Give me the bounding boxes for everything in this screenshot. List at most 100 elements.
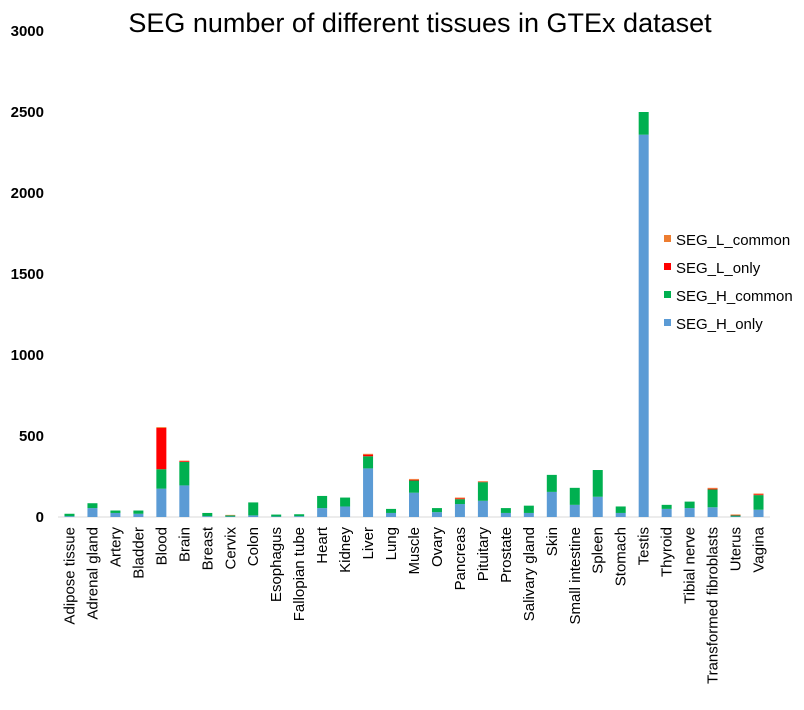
x-tick-label: Adipose tissue bbox=[61, 527, 78, 625]
x-tick-label: Transformed fibroblasts bbox=[705, 527, 722, 684]
x-tick-label: Spleen bbox=[590, 527, 607, 574]
y-tick-label: 2500 bbox=[11, 104, 44, 121]
bar-segment bbox=[707, 489, 718, 508]
legend-swatch bbox=[664, 319, 671, 326]
x-tick-label: Tibial nerve bbox=[682, 527, 699, 604]
x-tick-label: Pancreas bbox=[452, 527, 469, 590]
bar-segment bbox=[431, 508, 442, 513]
bar-segment bbox=[64, 516, 75, 517]
x-tick-label: Liver bbox=[360, 527, 377, 560]
bar-segment bbox=[546, 491, 557, 517]
bar-segment bbox=[248, 502, 259, 516]
bar-segment bbox=[363, 456, 374, 469]
bar-segment bbox=[409, 479, 419, 481]
x-tick-label: Small intestine bbox=[567, 527, 584, 625]
bar-segment bbox=[500, 512, 511, 517]
y-tick-label: 0 bbox=[36, 509, 44, 526]
bar-segment bbox=[179, 461, 190, 462]
bar-segment bbox=[248, 515, 259, 517]
bar-segment bbox=[271, 514, 282, 517]
bar-segment bbox=[133, 510, 144, 514]
bar-segment bbox=[753, 509, 764, 517]
y-tick-label: 1500 bbox=[11, 266, 44, 283]
x-tick-label: Blood bbox=[153, 527, 170, 565]
x-tick-label: Breast bbox=[199, 526, 216, 570]
bar-segment bbox=[477, 482, 488, 501]
bar-segment bbox=[156, 469, 167, 489]
x-tick-label: Esophagus bbox=[268, 527, 285, 602]
x-tick-label: Testis bbox=[636, 527, 653, 565]
bar-segment bbox=[156, 427, 167, 428]
bar-segment bbox=[225, 515, 236, 517]
x-tick-label: Artery bbox=[107, 527, 124, 568]
bar-segment bbox=[431, 512, 442, 517]
bar-segment bbox=[179, 461, 190, 486]
bar-segment bbox=[202, 512, 213, 517]
bar-segment bbox=[500, 508, 511, 513]
bar-segment bbox=[753, 495, 764, 510]
bar-segment bbox=[409, 478, 419, 480]
bar-segment bbox=[454, 499, 465, 505]
bar-segment bbox=[638, 134, 649, 517]
x-tick-label: Heart bbox=[314, 526, 331, 564]
bar-segment bbox=[730, 515, 741, 517]
y-tick-label: 500 bbox=[19, 428, 44, 445]
bar-segment bbox=[569, 504, 580, 517]
bar-segment bbox=[523, 505, 534, 513]
bar-segment bbox=[409, 492, 419, 517]
bar-segment bbox=[386, 508, 397, 513]
x-tick-label: Muscle bbox=[406, 527, 423, 575]
x-tick-label: Kidney bbox=[337, 527, 354, 573]
x-tick-label: Brain bbox=[176, 527, 193, 562]
x-tick-label: Pituitary bbox=[475, 527, 492, 582]
x-tick-label: Ovary bbox=[429, 527, 446, 568]
legend-label: SEG_L_only bbox=[676, 260, 761, 277]
bar-segment bbox=[684, 508, 695, 517]
bar-segment bbox=[523, 512, 534, 517]
x-tick-label: Prostate bbox=[498, 527, 515, 583]
legend-label: SEG_H_common bbox=[676, 288, 793, 305]
y-tick-label: 1000 bbox=[11, 347, 44, 364]
bar-segment bbox=[179, 485, 190, 517]
legend: SEG_L_common SEG_L_only SEG_H_common SEG_H_… bbox=[664, 232, 793, 333]
x-tick-label: Uterus bbox=[728, 527, 745, 571]
bar-segment bbox=[317, 508, 328, 517]
bar-segment bbox=[707, 507, 718, 517]
bar-segment bbox=[638, 112, 649, 135]
x-tick-label: Bladder bbox=[130, 527, 147, 579]
x-tick-label: Vagina bbox=[751, 526, 768, 572]
x-tick-label: Cervix bbox=[222, 527, 239, 570]
bar-segment bbox=[569, 487, 580, 505]
bar-segment bbox=[684, 501, 695, 509]
bar-segment bbox=[317, 495, 328, 509]
bar-segment bbox=[454, 504, 465, 517]
bar-segment bbox=[202, 516, 213, 517]
bar-segment bbox=[707, 487, 718, 489]
bar-segment bbox=[363, 453, 374, 455]
bar-segment bbox=[546, 474, 557, 492]
x-tick-label: Adrenal gland bbox=[84, 527, 101, 620]
bar-segment bbox=[294, 516, 305, 517]
bar-segment bbox=[477, 500, 488, 517]
bar-segment bbox=[661, 508, 672, 517]
bar-segment bbox=[615, 512, 626, 517]
legend-label: SEG_L_common bbox=[676, 232, 790, 249]
x-tick-label: Colon bbox=[245, 527, 262, 566]
x-tick-label: Stomach bbox=[613, 527, 630, 586]
bar-segment bbox=[363, 454, 374, 457]
x-tick-label: Skin bbox=[544, 527, 561, 556]
bar-segment bbox=[592, 496, 603, 517]
bar-segment bbox=[454, 498, 465, 500]
legend-swatch bbox=[664, 235, 671, 242]
bar-segment bbox=[363, 468, 374, 517]
bar-series-group bbox=[64, 112, 764, 517]
x-tick-label: Thyroid bbox=[659, 527, 676, 577]
chart-title: SEG number of different tissues in GTEx … bbox=[128, 8, 712, 38]
bar-segment bbox=[386, 512, 397, 517]
bar-segment bbox=[454, 497, 465, 499]
y-tick-label: 3000 bbox=[11, 23, 44, 40]
bar-segment bbox=[87, 508, 98, 517]
x-tick-label: Salivary gland bbox=[521, 527, 538, 621]
x-tick-label: Fallopian tube bbox=[291, 527, 308, 621]
